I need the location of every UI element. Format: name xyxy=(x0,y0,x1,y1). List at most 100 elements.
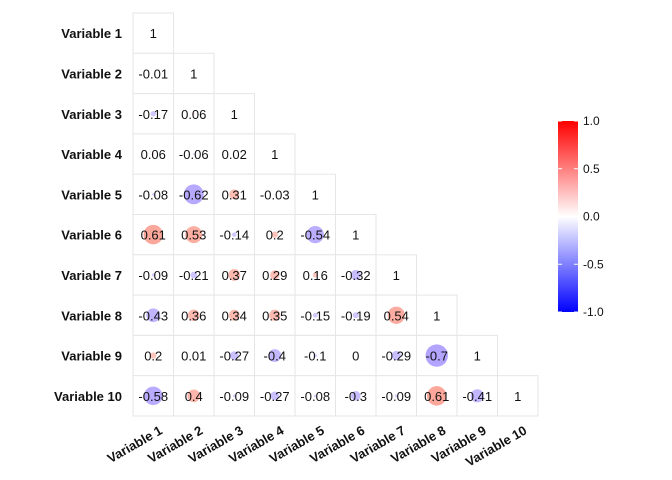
grid-cell xyxy=(173,254,215,296)
correlation-value: -0.19 xyxy=(341,308,371,323)
correlation-value: 1 xyxy=(433,308,440,323)
correlation-value: -0.7 xyxy=(426,349,448,364)
grid-cell xyxy=(335,334,377,377)
correlation-value: 0.35 xyxy=(262,308,287,323)
grid-cell xyxy=(375,254,417,296)
correlation-circle xyxy=(228,269,241,281)
correlation-circle xyxy=(352,312,359,319)
correlation-value: 0.2 xyxy=(144,349,162,364)
correlation-value: 0.06 xyxy=(181,107,206,122)
grid-cell xyxy=(294,375,336,417)
correlation-circle xyxy=(228,309,240,321)
row-label: Variable 6 xyxy=(61,228,122,243)
correlation-value: 0.31 xyxy=(222,187,247,202)
correlation-value: 0.01 xyxy=(181,349,206,364)
grid-cells xyxy=(132,12,539,417)
legend-tick-label: -0.5 xyxy=(583,257,604,271)
correlation-circles xyxy=(143,73,484,406)
correlation-value: -0.03 xyxy=(260,187,290,202)
correlation-circle xyxy=(143,224,164,245)
correlation-circle xyxy=(271,231,278,238)
correlation-value: -0.08 xyxy=(300,389,330,404)
correlation-value: 0.29 xyxy=(262,268,287,283)
correlation-value: 1 xyxy=(514,389,521,404)
correlation-circle xyxy=(229,351,239,360)
correlation-circle xyxy=(387,306,405,324)
correlation-circle xyxy=(151,273,155,277)
correlation-circle xyxy=(192,153,195,156)
correlation-value: 1 xyxy=(231,107,238,122)
correlation-value: -0.09 xyxy=(138,268,168,283)
row-label: Variable 10 xyxy=(54,389,122,404)
correlation-circle xyxy=(152,153,155,156)
grid-cell xyxy=(456,334,498,377)
row-label: Variable 3 xyxy=(61,107,122,122)
correlation-circle xyxy=(229,189,240,200)
legend-tick-label: 0.5 xyxy=(583,162,600,176)
row-label: Variable 2 xyxy=(61,66,122,81)
row-label: Variable 4 xyxy=(61,147,122,162)
correlation-circle xyxy=(192,112,195,115)
row-label: Variable 1 xyxy=(61,26,122,41)
correlation-value: -0.21 xyxy=(179,268,209,283)
legend-colorbar xyxy=(558,121,578,312)
row-label: Variable 5 xyxy=(61,187,122,202)
correlation-value: 1 xyxy=(312,187,319,202)
correlation-value: 0.2 xyxy=(266,228,284,243)
correlation-value: -0.29 xyxy=(381,349,411,364)
correlation-circle xyxy=(270,270,280,280)
correlation-value: -0.17 xyxy=(138,107,168,122)
grid-cell xyxy=(132,12,174,54)
correlation-circle xyxy=(313,394,317,398)
correlation-value: -0.32 xyxy=(341,268,371,283)
correlation-value: 0.4 xyxy=(185,389,203,404)
correlation-value: -0.15 xyxy=(300,308,330,323)
grid-cell xyxy=(254,214,296,256)
row-labels: Variable 1 Variable 2 Variable 3 Variable 4… xyxy=(54,26,123,404)
correlation-value: -0.09 xyxy=(219,389,249,404)
correlation-value: -0.27 xyxy=(219,349,249,364)
grid-cell xyxy=(213,214,255,256)
correlation-circle xyxy=(269,309,281,321)
correlation-value: 0.53 xyxy=(181,228,206,243)
correlation-circle xyxy=(146,308,161,323)
grid-cell xyxy=(416,294,458,336)
correlation-circle xyxy=(151,193,155,196)
correlation-circle xyxy=(232,232,237,237)
correlation-circle xyxy=(425,344,448,367)
grid-cell xyxy=(335,214,377,256)
grid-cell xyxy=(132,334,174,377)
legend-tick-label: 0.0 xyxy=(583,210,600,224)
correlation-value: -0.09 xyxy=(381,389,411,404)
correlation-circle xyxy=(232,394,236,398)
grid-cell xyxy=(132,52,174,95)
correlation-value: 0 xyxy=(352,349,359,364)
correlation-circle xyxy=(190,271,198,279)
correlation-value: -0.06 xyxy=(179,147,209,162)
correlation-value: 0.16 xyxy=(303,268,328,283)
correlation-circle xyxy=(312,312,318,318)
correlation-circle xyxy=(150,352,157,359)
correlation-circle xyxy=(350,269,361,281)
correlation-value: 1 xyxy=(271,147,278,162)
grid-cell xyxy=(213,375,255,417)
correlation-value: -0.14 xyxy=(219,228,249,243)
grid-cell xyxy=(497,375,539,417)
correlation-circle xyxy=(426,386,447,406)
correlation-circle xyxy=(312,272,318,278)
correlation-values: 1 -0.01 1 -0.17 0.06 1 0.06 -0.06 0.02 1 -0.08 -0.6… xyxy=(138,26,521,404)
correlation-value: -0.3 xyxy=(345,389,367,404)
correlation-value: 0.36 xyxy=(181,308,206,323)
correlation-circle xyxy=(183,184,204,205)
correlation-value: 1 xyxy=(474,349,481,364)
correlation-value: -0.41 xyxy=(462,389,492,404)
correlation-value: 0.06 xyxy=(141,147,166,162)
correlation-value: -0.08 xyxy=(138,187,168,202)
correlation-value: 0.02 xyxy=(222,147,247,162)
correlation-value: -0.58 xyxy=(138,389,168,404)
correlation-circle xyxy=(187,309,200,322)
grid-cell xyxy=(213,93,255,135)
correlation-value: -0.62 xyxy=(179,187,209,202)
